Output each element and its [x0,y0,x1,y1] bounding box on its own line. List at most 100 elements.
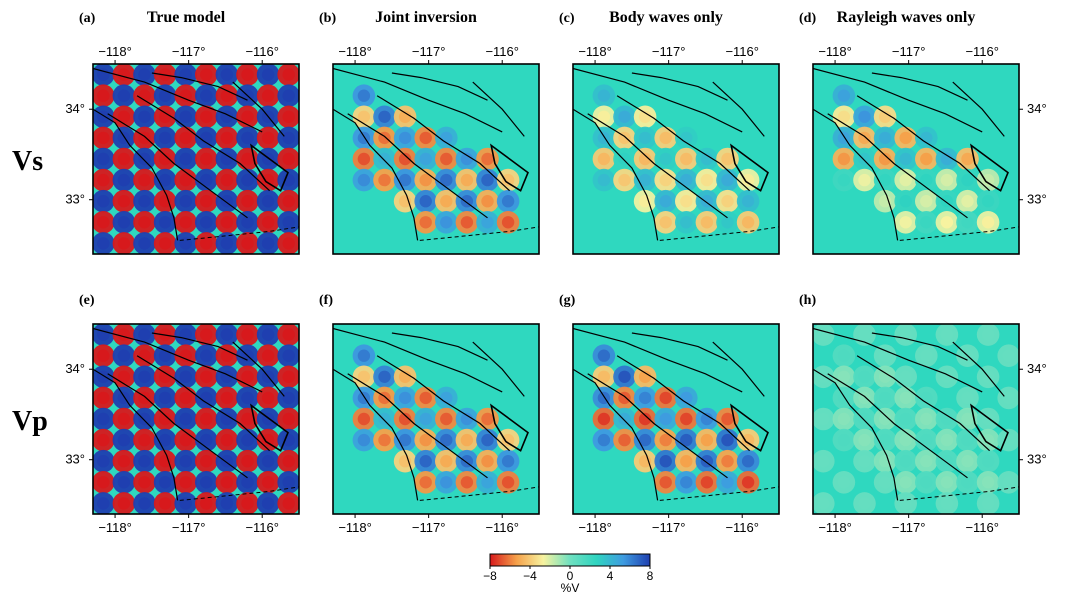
anomaly-core [158,89,172,102]
anomaly-core [638,195,652,208]
anomaly-core [741,173,755,187]
anomaly-core [700,152,714,166]
anomaly-core [261,497,275,510]
lon-tick-label: −117° [652,520,686,535]
anomaly-core [680,433,693,447]
anomaly-core [138,110,151,124]
row-label-vp: Vp [12,406,48,437]
anomaly-core [261,349,275,362]
anomaly-core [940,412,954,426]
map-panels: −118° −117° −116°34°33°(a) True model −118° −… [65,9,1046,535]
anomaly-core [721,152,734,166]
anomaly-core [282,152,295,166]
anomaly-core [241,370,254,383]
anomaly-core [961,195,974,208]
anomaly-core [920,195,933,208]
anomaly-core [440,455,453,468]
salton-sea-outline [249,143,289,192]
colorbar-ticks: −8 −4 0 4 8 [483,566,654,583]
fault-line [107,373,248,479]
lat-tick-label: 34° [65,361,85,376]
lon-tick-label: −116° [725,520,759,535]
lon-tick-label: −118° [338,44,372,59]
anomaly-core [200,412,213,426]
anomaly-core [117,195,131,208]
anomaly-core [659,131,672,145]
anomaly-core [282,455,295,468]
anomaly-core [961,391,974,405]
anomaly-core [597,110,611,124]
anomaly-core [200,152,213,166]
panel-id: (h) [799,293,816,308]
anomaly-core [659,455,672,468]
anomaly-core [460,412,474,426]
colorbar-tick-label: 0 [567,569,574,583]
anomaly-core [837,110,851,124]
fault-line [391,72,488,101]
anomaly-core [817,412,830,426]
anomaly-core [398,131,412,145]
anomaly-core [398,152,412,166]
anomaly-core [200,68,213,81]
anomaly-core [981,433,995,447]
fault-line [151,72,248,101]
map-panel: −118° −117° −116° 34° 33° (a) True model [65,9,300,255]
anomaly-core [440,476,453,489]
fault-line [856,355,991,452]
anomaly-core [158,455,172,468]
anomaly-core [200,349,213,362]
panel-id: (a) [79,11,96,26]
anomaly-core [638,433,652,447]
anomaly-core [981,497,995,510]
anomaly-core [378,370,391,383]
anomaly-core [179,131,192,145]
anomaly-core [282,131,295,145]
anomaly-core [837,349,851,362]
anomaly-core [158,433,172,447]
fault-line [93,327,263,393]
lat-tick-label: 33° [1027,452,1047,467]
anomaly-core [357,152,371,166]
anomaly-core [981,328,995,341]
anomaly-core [1002,349,1015,362]
anomaly-core [858,433,871,447]
anomaly-core [419,152,432,166]
anomaly-core [961,412,974,426]
panel-id: (e) [79,293,95,308]
anomaly-core [501,433,515,447]
anomaly-core [659,391,672,405]
anomaly-core [618,370,631,383]
anomaly-core [440,216,453,229]
lon-tick-label: −118° [818,520,852,535]
anomaly-core [138,173,151,187]
border-line [179,226,299,241]
fault-line [347,373,488,479]
salton-sea-outline [729,403,769,452]
anomaly-core [220,476,234,489]
anomaly-core [200,328,213,341]
anomaly-core [261,68,275,81]
anomaly-core [117,173,131,187]
anomaly-core [97,131,110,145]
anomaly-core [220,89,234,102]
anomaly-core [961,433,974,447]
anomaly-core [117,349,131,362]
anomaly-core [721,216,734,229]
anomaly-core [878,131,892,145]
anomaly-core [659,412,672,426]
anomaly-core [618,412,631,426]
lon-tick-label: −118° [338,520,372,535]
anomaly-core [117,68,131,81]
anomaly-core [179,370,192,383]
anomaly-core [899,391,912,405]
fault-line [856,95,991,192]
anomaly-core [481,476,494,489]
anomaly-core [981,195,995,208]
anomaly-core [158,476,172,489]
anomaly-core [282,497,295,510]
anomaly-core [638,152,652,166]
anomaly-core [117,412,131,426]
anomaly-core [138,195,151,208]
fault-line [472,341,525,397]
